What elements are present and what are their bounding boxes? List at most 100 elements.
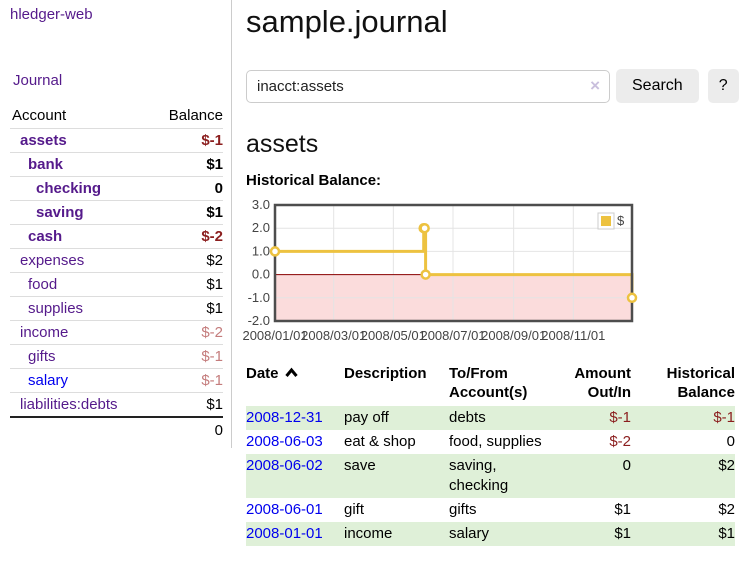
register-header-amount: Amount Out/In bbox=[574, 365, 631, 401]
account-row: food $1 bbox=[10, 272, 223, 297]
register-date-link[interactable]: 2008-06-01 bbox=[246, 501, 323, 518]
search-form: × Search ? bbox=[246, 69, 739, 103]
account-link-cash[interactable]: cash bbox=[28, 228, 63, 245]
register-amount: $1 bbox=[614, 525, 631, 542]
account-link-assets[interactable]: assets bbox=[20, 132, 67, 149]
account-heading: assets bbox=[246, 130, 319, 158]
account-link-supplies[interactable]: supplies bbox=[28, 300, 84, 317]
y-tick-label: 1.0 bbox=[252, 243, 270, 258]
x-tick-label: 2008/05/01 bbox=[361, 328, 426, 343]
account-balance: $1 bbox=[149, 200, 223, 225]
account-balance: $1 bbox=[149, 272, 223, 297]
register-row: 2008-06-02 save saving, checking 0 $2 bbox=[246, 454, 735, 498]
data-point-marker bbox=[626, 292, 638, 304]
register-balance: 0 bbox=[726, 433, 735, 450]
account-row: expenses $2 bbox=[10, 248, 223, 273]
page-title: sample.journal bbox=[246, 4, 448, 39]
account-row: checking 0 bbox=[10, 176, 223, 201]
account-balance: $-2 bbox=[149, 320, 223, 345]
register-accounts: debts bbox=[449, 409, 486, 426]
account-link-liabilities-debts[interactable]: liabilities:debts bbox=[20, 396, 118, 413]
register-accounts: food, supplies bbox=[449, 433, 542, 450]
accounts-table: Account Balance assets $-1 bank $1 checking 0… bbox=[10, 107, 223, 442]
account-row: assets $-1 bbox=[10, 128, 223, 153]
account-balance: $1 bbox=[149, 152, 223, 177]
app-title-link[interactable]: hledger-web bbox=[10, 6, 93, 23]
legend-swatch bbox=[601, 216, 611, 226]
register-balance: $2 bbox=[718, 501, 735, 518]
account-balance: 0 bbox=[149, 176, 223, 201]
register-header-tofrom: To/From Account(s) bbox=[449, 365, 528, 401]
clear-search-icon[interactable]: × bbox=[590, 75, 600, 95]
accounts-table-header: Account Balance bbox=[10, 107, 223, 129]
account-row: supplies $1 bbox=[10, 296, 223, 321]
account-row: income $-2 bbox=[10, 320, 223, 345]
account-balance: $-2 bbox=[149, 224, 223, 249]
register-header-date[interactable]: Date bbox=[246, 362, 344, 406]
y-tick-label: -1.0 bbox=[248, 290, 270, 305]
account-row: saving $1 bbox=[10, 200, 223, 225]
account-link-food[interactable]: food bbox=[28, 276, 58, 293]
account-link-salary[interactable]: salary bbox=[28, 372, 69, 389]
account-balance: $2 bbox=[149, 248, 223, 273]
register-header-row: Date Description To/From Account(s) Amount Ou… bbox=[246, 362, 735, 406]
account-link-saving[interactable]: saving bbox=[36, 204, 84, 221]
account-link-income[interactable]: income bbox=[20, 324, 69, 341]
register-accounts: saving, checking bbox=[449, 457, 509, 494]
chart-title: Historical Balance: bbox=[246, 172, 382, 189]
account-link-expenses[interactable]: expenses bbox=[20, 252, 85, 269]
accounts-header-balance: Balance bbox=[149, 107, 223, 129]
plot-border bbox=[273, 203, 634, 323]
register-row: 2008-06-03 eat & shop food, supplies $-2 0 bbox=[246, 430, 735, 454]
y-tick-label: 0.0 bbox=[252, 267, 270, 282]
x-tick-label: 2008/11/01 bbox=[541, 328, 605, 343]
register-amount: $1 bbox=[614, 501, 631, 518]
main-content: sample.journal × Search ? assets Histori… bbox=[232, 0, 742, 546]
account-link-checking[interactable]: checking bbox=[36, 180, 102, 197]
register-header-description: Description bbox=[344, 365, 427, 382]
y-tick-label: -2.0 bbox=[248, 313, 270, 328]
register-row: 2008-06-01 gift gifts $1 $2 bbox=[246, 498, 735, 522]
register-balance: $2 bbox=[718, 457, 735, 474]
data-point-marker bbox=[420, 269, 431, 280]
sidebar-item-journal[interactable]: Journal bbox=[13, 72, 63, 89]
x-tick-label: 2008/01/01 bbox=[242, 328, 307, 343]
accounts-total-row: 0 bbox=[10, 417, 223, 442]
accounts-header-account: Account bbox=[10, 107, 150, 129]
sidebar: hledger-web Journal Account Balance asse… bbox=[0, 0, 232, 448]
x-tick-label: 2008/07/01 bbox=[420, 328, 485, 343]
register-date-link[interactable]: 2008-12-31 bbox=[246, 409, 323, 426]
register-description: save bbox=[344, 457, 376, 474]
register-date-link[interactable]: 2008-01-01 bbox=[246, 525, 323, 542]
account-link-bank[interactable]: bank bbox=[28, 156, 64, 173]
account-row: salary $-1 bbox=[10, 368, 223, 393]
account-row: cash $-2 bbox=[10, 224, 223, 249]
register-date-link[interactable]: 2008-06-02 bbox=[246, 457, 323, 474]
accounts-total-value: 0 bbox=[214, 422, 223, 439]
register-row: 2008-12-31 pay off debts $-1 $-1 bbox=[246, 406, 735, 430]
y-tick-label: 3.0 bbox=[252, 197, 270, 212]
search-input[interactable] bbox=[246, 69, 610, 103]
search-button[interactable]: Search bbox=[616, 69, 699, 103]
register-description: income bbox=[344, 525, 393, 542]
hledger-web-app: hledger-web Journal Account Balance asse… bbox=[0, 0, 742, 546]
register-date-link[interactable]: 2008-06-03 bbox=[246, 433, 323, 450]
help-button[interactable]: ? bbox=[707, 69, 739, 103]
x-tick-label: 2008/03/01 bbox=[301, 328, 366, 343]
sort-ascending-icon bbox=[284, 367, 298, 377]
account-balance: $1 bbox=[149, 392, 223, 418]
y-tick-label: 2.0 bbox=[252, 220, 270, 235]
account-balance: $-1 bbox=[149, 128, 223, 153]
register-row: 2008-01-01 income salary $1 $1 bbox=[246, 522, 735, 546]
account-balance: $-1 bbox=[149, 344, 223, 369]
legend-label: $ bbox=[617, 213, 625, 228]
account-balance: $1 bbox=[149, 296, 223, 321]
search-input-wrap: × bbox=[246, 69, 610, 103]
app-title: hledger-web bbox=[10, 6, 223, 23]
x-tick-label: 2008/09/01 bbox=[481, 328, 546, 343]
sidebar-nav: Journal bbox=[13, 72, 223, 89]
account-balance: $-1 bbox=[149, 368, 223, 393]
register-description: pay off bbox=[344, 409, 389, 426]
account-link-gifts[interactable]: gifts bbox=[28, 348, 56, 365]
register-amount: 0 bbox=[622, 457, 631, 474]
